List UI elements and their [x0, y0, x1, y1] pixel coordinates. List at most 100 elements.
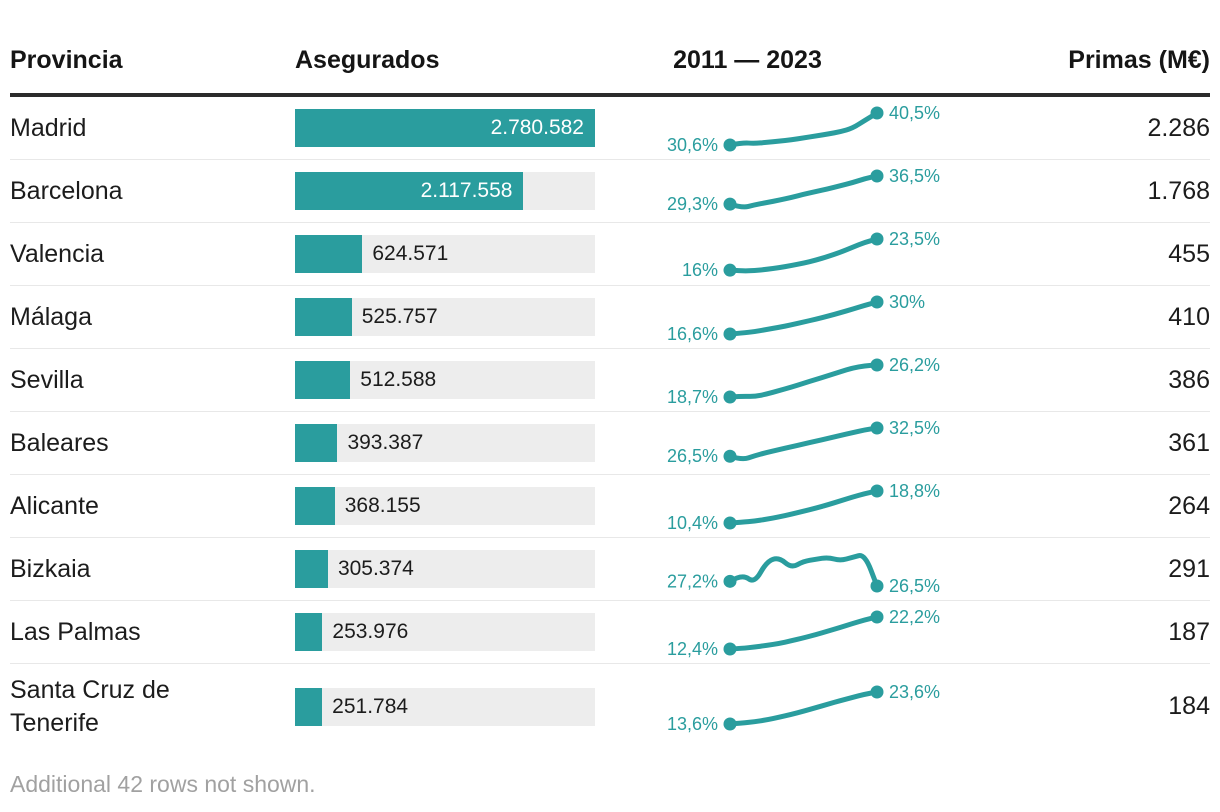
sparkline-path [727, 299, 880, 337]
sparkline-start-label: 26,5% [667, 446, 718, 466]
asegurados-bar-cell: 525.757 [295, 298, 595, 336]
table-row: Bizkaia 305.374 27,2% 26,5% 291 [10, 537, 1210, 600]
asegurados-bar-cell: 624.571 [295, 235, 595, 273]
sparkline-path [727, 362, 880, 400]
sparkline-path [727, 236, 880, 274]
trend-sparkline: 16,6% 30% [595, 286, 950, 348]
trend-sparkline: 13,6% 23,6% [595, 676, 950, 738]
sparkline-start-dot [723, 642, 737, 656]
sparkline-start-label: 16,6% [667, 324, 718, 344]
sparkline-end-dot [870, 484, 884, 498]
sparkline-start-label: 16% [682, 260, 718, 280]
province-name: Bizkaia [10, 554, 91, 583]
asegurados-bar-track: 368.155 [295, 487, 595, 525]
sparkline-end-label: 26,2% [889, 355, 940, 375]
asegurados-value: 251.784 [332, 694, 409, 718]
table-row: Alicante 368.155 10,4% 18,8% 264 [10, 474, 1210, 537]
table-row: Santa Cruz de Tenerife 251.784 13,6% 23,6… [10, 663, 1210, 749]
province-name: Madrid [10, 113, 87, 142]
footer-note: Additional 42 rows not shown. [10, 771, 316, 797]
sparkline-start-dot [723, 390, 737, 404]
asegurados-bar-fill [295, 687, 323, 726]
sparkline-start-dot [723, 449, 737, 463]
table-header: Provincia Asegurados 2011 — 2023 Primas … [10, 0, 1210, 93]
sparkline-end-label: 23,5% [889, 229, 940, 249]
table-body: Madrid 2.780.582 30,6% 40,5% 2.286 Barcel… [10, 97, 1210, 749]
table-row: Valencia 624.571 16% 23,5% 455 [10, 222, 1210, 285]
primas-value: 291 [1168, 554, 1210, 583]
column-header-provincia: Provincia [10, 46, 123, 74]
asegurados-value: 2.117.558 [420, 179, 513, 202]
primas-value: 386 [1168, 365, 1210, 394]
sparkline-start-dot [723, 263, 737, 277]
asegurados-bar-fill: 2.780.582 [295, 109, 595, 147]
asegurados-bar-cell: 251.784 [295, 687, 595, 726]
table-row: Sevilla 512.588 18,7% 26,2% 386 [10, 348, 1210, 411]
sparkline-end-dot [870, 106, 884, 120]
primas-value: 187 [1168, 617, 1210, 646]
sparkline-end-dot [870, 579, 884, 593]
column-header-periodo: 2011 — 2023 [673, 46, 822, 74]
asegurados-value: 525.757 [361, 305, 438, 328]
sparkline-start-label: 29,3% [667, 194, 718, 214]
column-header-asegurados: Asegurados [295, 46, 440, 74]
sparkline-start-label: 10,4% [667, 513, 718, 533]
asegurados-bar-fill [295, 424, 338, 462]
asegurados-bar-fill [295, 550, 328, 588]
asegurados-bar-cell: 253.976 [295, 613, 595, 651]
asegurados-value: 624.571 [372, 242, 449, 265]
sparkline-end-dot [870, 295, 884, 309]
sparkline-end-label: 40,5% [889, 103, 940, 123]
asegurados-bar-cell: 368.155 [295, 487, 595, 525]
sparkline-end-dot [870, 232, 884, 246]
province-name: Málaga [10, 302, 92, 331]
sparkline-start-dot [723, 197, 737, 211]
province-name: Baleares [10, 428, 109, 457]
sparkline-end-label: 26,5% [889, 576, 940, 596]
column-header-primas: Primas (M€) [1068, 46, 1210, 74]
sparkline-path [727, 173, 880, 210]
sparkline-end-dot [870, 169, 884, 183]
asegurados-bar-fill [295, 487, 335, 525]
sparkline-start-dot [723, 327, 737, 341]
primas-value: 455 [1168, 239, 1210, 268]
province-name: Sevilla [10, 365, 84, 394]
primas-value: 1.768 [1147, 176, 1210, 205]
asegurados-bar-track: 624.571 [295, 235, 595, 273]
province-name: Santa Cruz de Tenerife [10, 676, 170, 737]
province-name: Barcelona [10, 176, 123, 205]
sparkline-end-dot [870, 610, 884, 624]
sparkline-end-label: 36,5% [889, 166, 940, 186]
sparkline-start-label: 12,4% [667, 639, 718, 659]
asegurados-bar-fill [295, 361, 351, 399]
sparkline-path [727, 488, 880, 526]
asegurados-bar-cell: 2.117.558 [295, 172, 595, 210]
sparkline-end-label: 30% [889, 292, 925, 312]
primas-value: 2.286 [1147, 113, 1210, 142]
table-row: Barcelona 2.117.558 29,3% 36,5% 1.768 [10, 159, 1210, 222]
asegurados-value: 393.387 [347, 431, 424, 454]
trend-sparkline: 30,6% 40,5% [595, 97, 950, 159]
primas-value: 361 [1168, 428, 1210, 457]
asegurados-value: 253.976 [332, 620, 409, 643]
sparkline-start-dot [723, 138, 737, 152]
asegurados-bar-track: 305.374 [295, 550, 595, 588]
asegurados-bar-fill [295, 235, 363, 273]
asegurados-bar-track: 2.117.558 [295, 172, 595, 210]
sparkline-path [727, 110, 880, 148]
trend-sparkline: 12,4% 22,2% [595, 601, 950, 663]
sparkline-start-label: 13,6% [667, 714, 718, 734]
province-name: Alicante [10, 491, 99, 520]
sparkline-path [727, 689, 880, 726]
asegurados-bar-track: 393.387 [295, 424, 595, 462]
header-rule [10, 93, 1210, 97]
asegurados-bar-cell: 2.780.582 [295, 109, 595, 147]
sparkline-path [727, 553, 880, 589]
asegurados-bar-fill: 2.117.558 [295, 172, 524, 210]
table-row: Madrid 2.780.582 30,6% 40,5% 2.286 [10, 97, 1210, 159]
sparkline-start-label: 18,7% [667, 387, 718, 407]
asegurados-bar-track: 2.780.582 [295, 109, 595, 147]
asegurados-bar-fill [295, 613, 323, 651]
asegurados-bar-fill [295, 298, 352, 336]
